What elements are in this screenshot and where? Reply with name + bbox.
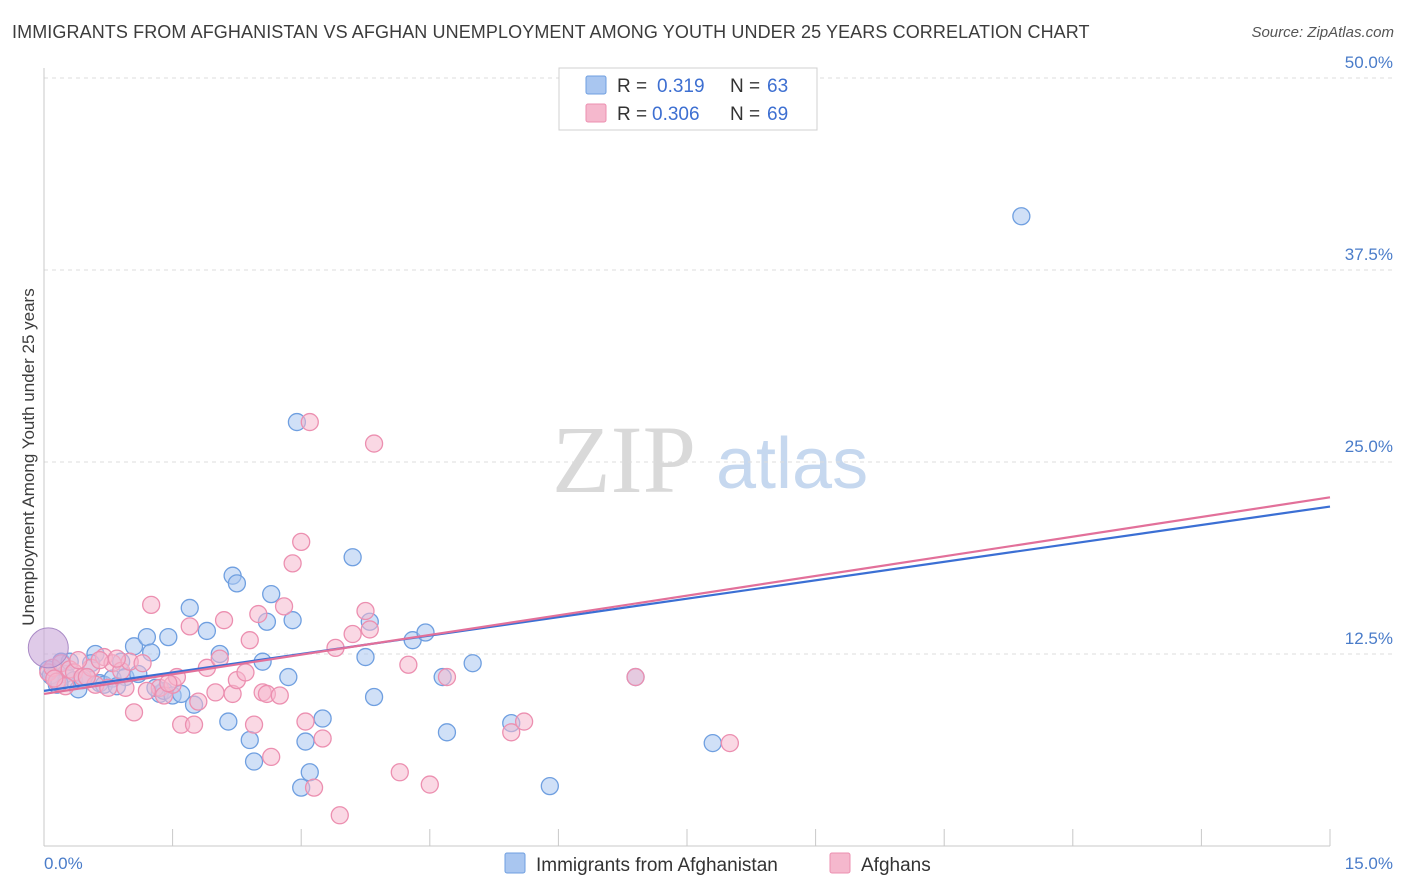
point-afghans: [244, 715, 264, 734]
legend-r-value-2: 0.306: [652, 104, 700, 125]
point-afghanistan-immigrants: [244, 752, 264, 771]
trend-lines: [43, 496, 1331, 696]
point-afghanistan-immigrants: [1012, 207, 1031, 226]
chart-title: IMMIGRANTS FROM AFGHANISTAN VS AFGHAN UN…: [12, 22, 1090, 42]
point-afghans: [107, 649, 127, 668]
point-afghanistan-immigrants: [283, 611, 302, 630]
legend-n-value-1: 63: [767, 76, 788, 97]
point-afghans: [330, 806, 349, 825]
x-ticks: [43, 829, 1331, 846]
point-afghans: [390, 763, 409, 782]
point-afghanistan-immigrants: [240, 730, 259, 750]
point-afghans: [270, 686, 289, 705]
point-afghans: [292, 532, 311, 552]
legend-swatch-pink: [585, 103, 607, 123]
point-afghans: [502, 723, 521, 742]
point-afghanistan-immigrants: [540, 776, 559, 796]
data-points: [27, 207, 1031, 825]
series-legend-swatch-blue: [504, 852, 526, 874]
point-afghanistan-immigrants: [180, 598, 199, 618]
point-afghans: [69, 650, 88, 670]
point-afghans: [626, 667, 645, 687]
point-afghans: [240, 631, 259, 650]
point-afghanistan-immigrants: [262, 584, 281, 604]
y-tick-label: 25.0%: [1345, 437, 1393, 456]
point-afghanistan-immigrants: [356, 647, 375, 667]
point-afghans: [343, 624, 362, 644]
x-tick-label-max: 15.0%: [1345, 854, 1393, 873]
point-afghanistan-immigrants: [437, 723, 457, 742]
point-afghans: [189, 692, 208, 711]
point-afghanistan-immigrants: [300, 763, 319, 782]
gridlines: [44, 77, 1393, 655]
point-afghans: [364, 434, 384, 453]
point-afghans: [124, 703, 144, 722]
y-axis-label: Unemployment Among Youth under 25 years: [19, 288, 38, 625]
point-afghanistan-immigrants: [279, 667, 298, 687]
point-afghanistan-immigrants: [227, 574, 247, 593]
legend-n-value-2: 69: [767, 104, 788, 125]
point-afghanistan-immigrants: [159, 627, 178, 647]
point-afghans: [283, 554, 302, 573]
point-afghans: [360, 620, 379, 639]
y-tick-labels: 12.5% 25.0% 37.5% 50.0%: [1345, 53, 1393, 648]
point-afghans: [420, 775, 439, 794]
point-afghans: [180, 617, 199, 636]
series-legend: Immigrants from Afghanistan Afghans: [504, 852, 931, 876]
legend-n-label-1: N =: [730, 76, 760, 97]
point-afghanistan-immigrants: [703, 733, 722, 753]
point-afghans: [249, 604, 268, 624]
point-afghans: [514, 712, 534, 731]
watermark-atlas: atlas: [716, 424, 868, 504]
point-afghans: [133, 654, 152, 673]
correlation-legend: R = 0.319 N = 63 R = 0.306 N = 69: [558, 67, 818, 131]
point-afghans: [236, 663, 255, 682]
point-afghans: [159, 674, 178, 693]
legend-r-label-1: R =: [617, 76, 647, 97]
point-cluster-large: [27, 627, 69, 669]
point-afghanistan-immigrants: [463, 654, 482, 673]
point-afghans: [90, 650, 109, 670]
point-afghans: [304, 778, 324, 797]
point-afghanistan-immigrants: [296, 732, 315, 751]
trend-line-afghanistan-immigrants: [43, 505, 1331, 692]
point-afghanistan-immigrants: [364, 687, 384, 707]
legend-r-label-2: R =: [617, 104, 647, 125]
watermark-zip: ZIP: [552, 406, 696, 513]
point-afghans: [356, 601, 375, 621]
legend-swatch-blue: [585, 75, 607, 95]
y-tick-label: 50.0%: [1345, 53, 1393, 72]
x-tick-label-min: 0.0%: [44, 854, 83, 873]
point-afghans: [313, 729, 332, 748]
legend-n-label-2: N =: [730, 104, 760, 125]
point-afghans: [206, 683, 225, 702]
legend-r-value-1: 0.319: [657, 76, 705, 97]
point-afghanistan-immigrants: [197, 621, 217, 641]
point-afghans: [45, 669, 64, 688]
source-label: Source: ZipAtlas.com: [1251, 24, 1394, 41]
point-afghanistan-immigrants: [416, 623, 435, 642]
point-afghans: [184, 715, 204, 734]
series-legend-label-1: Immigrants from Afghanistan: [536, 855, 778, 876]
point-afghans: [274, 597, 294, 616]
point-afghans: [399, 655, 418, 674]
point-afghans: [142, 595, 161, 614]
point-afghanistan-immigrants: [313, 709, 332, 728]
point-afghans: [296, 712, 315, 731]
y-tick-label: 12.5%: [1345, 629, 1393, 648]
point-afghanistan-immigrants: [137, 627, 157, 647]
series-legend-label-2: Afghans: [861, 855, 931, 876]
point-afghans: [262, 747, 281, 767]
point-afghans: [437, 667, 457, 687]
point-afghanistan-immigrants: [343, 548, 362, 567]
point-afghans: [720, 733, 740, 753]
point-afghans: [214, 611, 234, 630]
y-tick-label: 37.5%: [1345, 245, 1393, 264]
point-afghans: [300, 412, 319, 432]
point-afghans: [137, 681, 157, 701]
series-legend-swatch-pink: [829, 852, 851, 874]
point-afghanistan-immigrants: [219, 712, 238, 731]
trend-line-afghans: [43, 496, 1331, 696]
